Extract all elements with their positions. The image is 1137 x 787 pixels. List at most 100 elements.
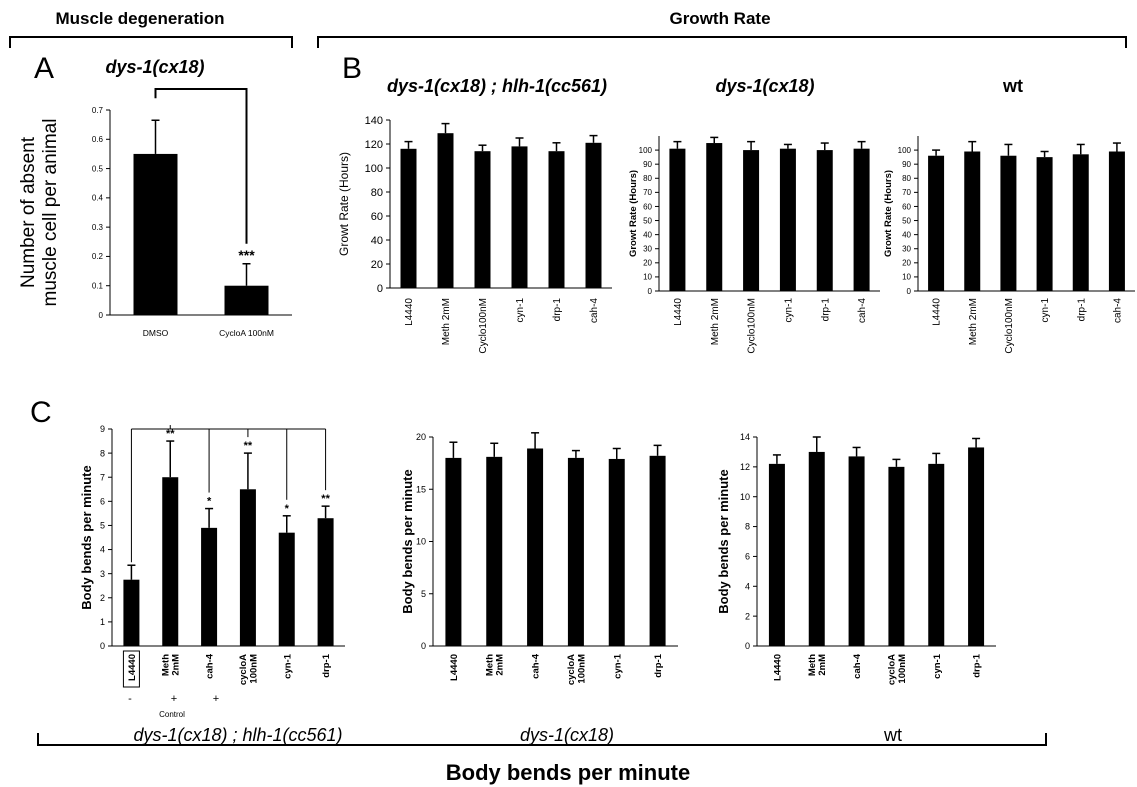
y-tick-label: 10 — [902, 273, 911, 282]
y-tick-label: 2 — [100, 593, 105, 603]
chart-c2-bends-dys: 0 5 10 15 20 Body bends per minute L4440 Meth2m… — [400, 432, 678, 685]
y-tick-label: 5 — [100, 521, 105, 531]
panel-label-a: A — [34, 52, 54, 85]
x-tick-label: drp-1 — [653, 653, 664, 677]
control-sign-l4440: - — [128, 693, 132, 705]
panel-label-c: C — [30, 396, 52, 429]
bar-cah-4 — [585, 142, 602, 288]
y-tick-label: 10 — [416, 537, 426, 547]
x-tick-label: Meth 2mM — [968, 298, 979, 345]
y-tick-label: 50 — [643, 216, 652, 225]
title-b3-genotype: wt — [1002, 76, 1023, 96]
y-axis-label: Growt Rate (Hours) — [628, 170, 639, 257]
y-axis-label: Number of absentmuscle cell per animal — [18, 119, 61, 307]
bar-cycloa-100nm — [224, 285, 269, 315]
bar-drp-1 — [1072, 154, 1089, 291]
y-tick-label: 0 — [907, 287, 912, 296]
y-tick-label: 20 — [416, 432, 426, 442]
y-tick-label: 0 — [745, 641, 750, 651]
footer-body-bends-title: Body bends per minute — [446, 760, 690, 785]
y-tick-label: 80 — [371, 187, 383, 199]
bar-cyclo100nm — [474, 151, 491, 288]
x-tick-label: Meth 2mM — [441, 298, 452, 345]
x-tick-label: drp-1 — [820, 298, 831, 322]
y-tick-label: 120 — [365, 139, 383, 151]
y-tick-label: 4 — [100, 545, 105, 555]
y-tick-label: 1 — [100, 617, 105, 627]
chart-b1-growth-dys-hlh: 0 20 40 60 80 100 120 140 Growt Rate (Hours) L444… — [337, 115, 612, 354]
x-tick-label: L4440 — [404, 298, 415, 326]
bar-l4440 — [123, 579, 140, 646]
y-tick-label: 15 — [416, 484, 426, 494]
x-tick-label: cycloA100nM — [886, 654, 907, 685]
x-tick-label: L4440 — [673, 298, 684, 326]
x-tick-label: L4440 — [932, 298, 943, 326]
y-tick-label: 40 — [902, 230, 911, 239]
significance-meth-2mm: ** — [166, 428, 175, 440]
bar-cyn-1 — [928, 463, 945, 646]
section-header-growth: Growth Rate — [317, 9, 1127, 48]
x-tick-label: drp-1 — [1076, 298, 1087, 322]
y-tick-label: 30 — [643, 245, 652, 254]
y-tick-label: 9 — [100, 424, 105, 434]
x-tick-label: cah-4 — [205, 653, 216, 679]
y-tick-label: 80 — [902, 174, 911, 183]
bar-drp-1 — [968, 447, 985, 646]
significance-cyn-1: * — [285, 503, 290, 515]
bar-dmso — [133, 153, 178, 315]
y-tick-label: 8 — [745, 522, 750, 532]
x-tick-label: drp-1 — [972, 653, 983, 677]
y-tick-label: 90 — [902, 160, 911, 169]
y-tick-label: 0.2 — [92, 252, 104, 261]
y-tick-label: 20 — [643, 259, 652, 268]
bar-l4440 — [768, 463, 785, 646]
y-tick-label: 0.6 — [92, 135, 104, 144]
control-box — [122, 650, 140, 688]
bar-drp-1 — [317, 518, 334, 646]
bar-drp-1 — [649, 455, 666, 646]
bar-cyclo100nm — [1000, 155, 1017, 291]
y-tick-label: 30 — [902, 245, 911, 254]
x-tick-label: Meth2mM — [160, 654, 181, 676]
y-tick-label: 60 — [643, 202, 652, 211]
bar-cyn-1 — [511, 146, 528, 288]
x-tick-label: Cyclo100nM — [478, 298, 489, 354]
x-tick-label: L4440 — [772, 654, 783, 681]
x-tick-label: DMSO — [143, 328, 169, 338]
bar-cah-4 — [527, 448, 544, 646]
y-tick-label: 2 — [745, 611, 750, 621]
y-tick-label: 10 — [740, 492, 750, 502]
y-tick-label: 0 — [648, 287, 653, 296]
title-a-genotype: dys-1(cx18) — [105, 57, 204, 77]
x-tick-label: cah-4 — [857, 298, 868, 323]
y-tick-label: 60 — [371, 211, 383, 223]
bottom-genotype-dys: dys-1(cx18) — [520, 725, 614, 745]
y-tick-label: 50 — [902, 216, 911, 225]
y-tick-label: 80 — [643, 174, 652, 183]
bar-cah-4 — [853, 148, 870, 291]
chart-b3-growth-wt: 0 10 20 30 40 50 60 70 80 90 100 Growt Rate (Hours)… — [883, 136, 1135, 354]
x-tick-label: drp-1 — [321, 653, 332, 677]
bar-cah-4 — [848, 456, 865, 646]
panel-label-b: B — [342, 52, 362, 85]
x-tick-label: cycloA100nM — [238, 654, 259, 685]
y-tick-label: 4 — [745, 581, 750, 591]
y-tick-label: 0 — [100, 641, 105, 651]
y-tick-label: 0.7 — [92, 106, 104, 115]
x-tick-label: cah-4 — [852, 653, 863, 679]
x-tick-label: cyn-1 — [282, 653, 293, 679]
bar-cyn-1 — [608, 458, 625, 646]
bar-l4440 — [400, 148, 417, 288]
significance-cah-4: * — [207, 496, 212, 508]
header-bracket-left — [9, 36, 293, 48]
y-tick-label: 140 — [365, 115, 383, 127]
y-tick-label: 0 — [377, 283, 383, 295]
y-tick-label: 70 — [643, 188, 652, 197]
bar-meth-2mm — [162, 477, 179, 646]
bar-cyn-1 — [779, 148, 796, 291]
x-tick-label: cyn-1 — [1040, 298, 1051, 323]
y-axis-label: Body bends per minute — [716, 469, 731, 613]
bar-l4440 — [669, 148, 686, 291]
bar-cah-4 — [201, 527, 218, 646]
